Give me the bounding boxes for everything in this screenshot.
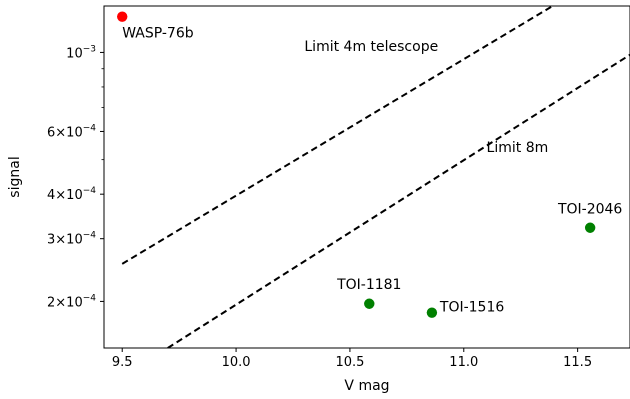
plot-area (117, 6, 630, 348)
y-tick-base: 10 (66, 125, 83, 140)
y-tick-base: 10 (66, 295, 83, 310)
y-tick-times: × (55, 188, 66, 203)
y-tick-exponent: −3 (83, 44, 96, 54)
point-label: TOI-1181 (336, 277, 401, 293)
y-tick-exponent: −4 (83, 293, 97, 303)
line-annotation: Limit 4m telescope (304, 39, 438, 55)
y-tick-mantissa: 3 (47, 233, 55, 248)
x-tick-label: 11.0 (449, 355, 478, 370)
line-annotation: Limit 8m (487, 140, 549, 156)
y-tick-mantissa: 6 (47, 125, 55, 140)
point-label: WASP-76b (122, 26, 194, 42)
data-point-toi-1516 (426, 307, 438, 318)
y-tick-mantissa: 2 (47, 295, 55, 310)
y-axis-label: signal (7, 156, 23, 197)
y-tick-base: 10 (66, 233, 83, 248)
y-tick-label: 4×10−4 (47, 186, 96, 203)
y-tick-label: 6×10−4 (47, 123, 96, 140)
point-label: TOI-1516 (439, 300, 504, 316)
data-point-toi-2046 (584, 222, 596, 233)
x-tick-label: 10.5 (335, 355, 364, 370)
axes: WASP-76b TOI-1181 TOI-1516 TOI-2046 Limit 4m… (47, 5, 630, 370)
x-axis-label: V mag (344, 378, 389, 394)
data-point-wasp-76b (117, 11, 128, 22)
y-tick-times: × (55, 125, 66, 140)
data-point-toi-1181 (364, 298, 375, 309)
x-tick-label: 9.5 (112, 355, 133, 370)
y-tick-mantissa: 4 (47, 188, 55, 203)
y-tick-times: × (55, 295, 66, 310)
limit-line-2 (167, 53, 630, 348)
y-tick-label: 10−3 (66, 44, 96, 61)
y-tick-exponent: −4 (83, 123, 97, 133)
y-tick-label: 2×10−4 (47, 293, 96, 310)
point-label: TOI-2046 (557, 202, 622, 218)
x-tick-label: 10.0 (222, 355, 251, 370)
x-tick-label: 11.5 (563, 355, 592, 370)
y-tick-label: 3×10−4 (47, 231, 96, 248)
y-tick-base: 10 (66, 188, 83, 203)
y-tick-exponent: −4 (83, 186, 97, 196)
plot-frame (103, 5, 630, 349)
y-tick-times: × (55, 233, 66, 248)
y-tick-base: 10 (66, 46, 83, 61)
y-tick-exponent: −4 (83, 231, 97, 241)
